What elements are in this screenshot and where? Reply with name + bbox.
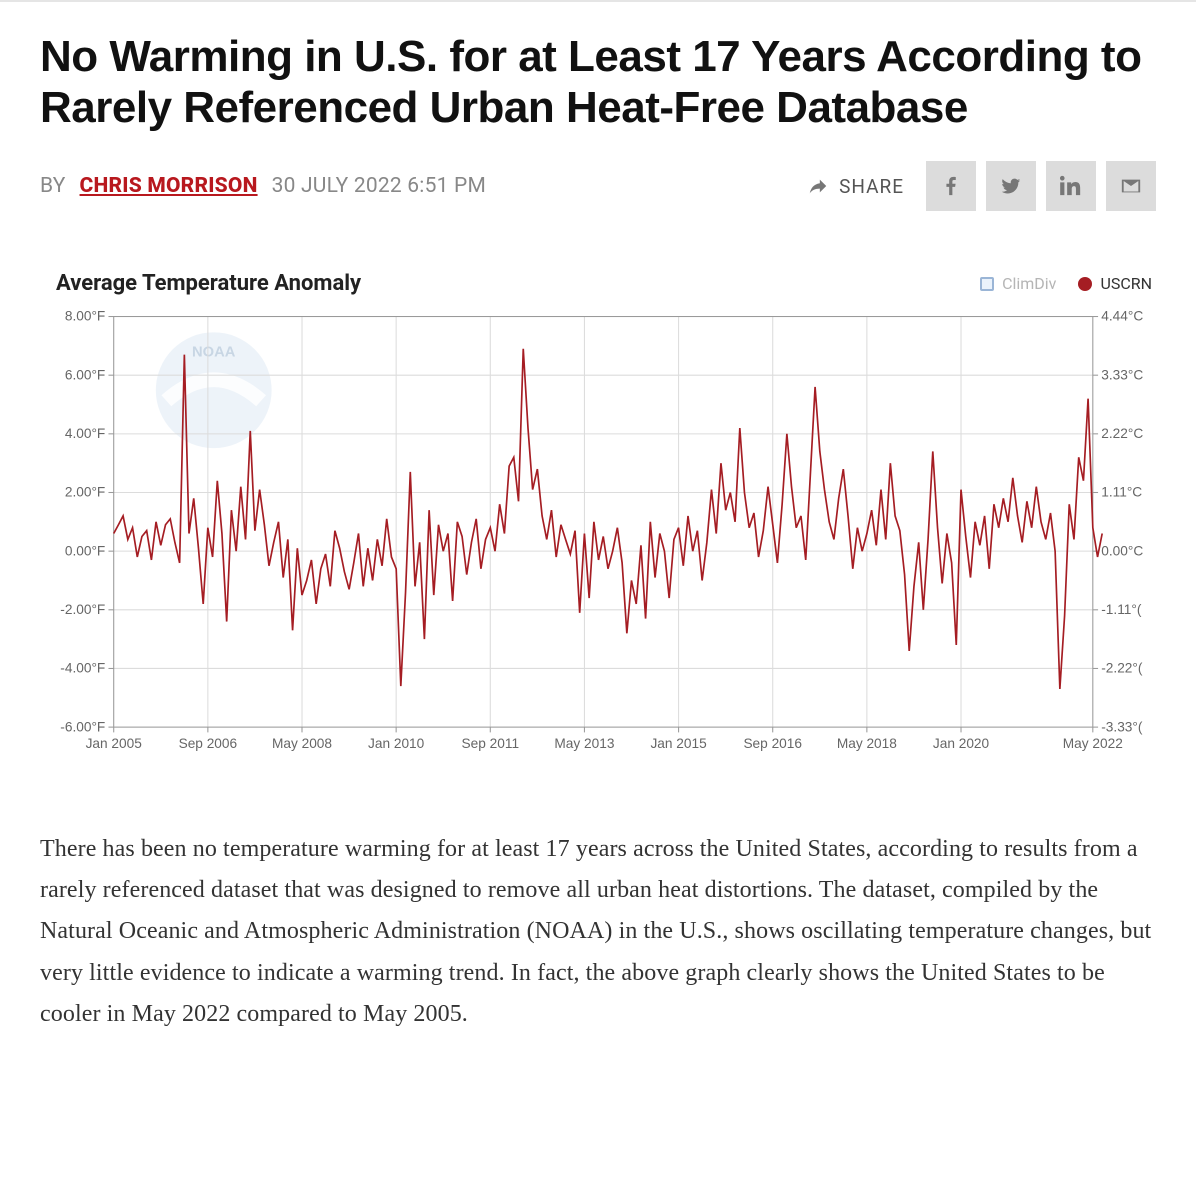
svg-text:2.22°C: 2.22°C	[1101, 426, 1143, 441]
email-icon	[1120, 175, 1142, 197]
svg-text:Sep 2016: Sep 2016	[743, 736, 802, 751]
svg-text:Jan 2020: Jan 2020	[933, 736, 990, 751]
svg-text:May 2022: May 2022	[1063, 736, 1123, 751]
svg-text:0.00°C: 0.00°C	[1101, 544, 1143, 559]
chart-title: Average Temperature Anomaly	[56, 271, 361, 296]
share-group: SHARE	[807, 161, 1156, 211]
svg-text:May 2018: May 2018	[837, 736, 897, 751]
temperature-chart: Average Temperature Anomaly ClimDiv USCR…	[40, 271, 1156, 759]
svg-text:-6.00°F: -6.00°F	[60, 720, 105, 735]
legend-dot-icon	[1078, 277, 1092, 291]
share-email-button[interactable]	[1106, 161, 1156, 211]
svg-text:Jan 2015: Jan 2015	[650, 736, 707, 751]
legend-label: USCRN	[1100, 274, 1152, 293]
svg-text:2.00°F: 2.00°F	[65, 485, 105, 500]
svg-text:4.00°F: 4.00°F	[65, 426, 105, 441]
legend-item-climdiv[interactable]: ClimDiv	[980, 274, 1056, 293]
share-text: SHARE	[839, 175, 904, 198]
svg-text:Sep 2011: Sep 2011	[462, 736, 520, 751]
byline: BY CHRIS MORRISON 30 JULY 2022 6:51 PM	[40, 174, 486, 198]
linkedin-icon	[1060, 175, 1082, 197]
svg-text:4.44°C: 4.44°C	[1101, 309, 1143, 324]
author-link[interactable]: CHRIS MORRISON	[80, 174, 258, 198]
svg-text:May 2013: May 2013	[554, 736, 614, 751]
chart-header: Average Temperature Anomaly ClimDiv USCR…	[40, 271, 1156, 296]
legend-label: ClimDiv	[1002, 274, 1056, 293]
svg-text:-4.00°F: -4.00°F	[60, 661, 105, 676]
facebook-icon	[940, 175, 962, 197]
legend-square-icon	[980, 277, 994, 291]
article-headline: No Warming in U.S. for at Least 17 Years…	[40, 32, 1156, 133]
chart-canvas: NOAA -6.00°F -4.00°F -2.00°F 0.00°F 2.00°F 4.0…	[40, 306, 1156, 759]
svg-text:NOAA: NOAA	[192, 345, 236, 361]
chart-legend: ClimDiv USCRN	[980, 274, 1152, 293]
svg-text:May 2008: May 2008	[272, 736, 332, 751]
svg-text:-2.22°(: -2.22°(	[1101, 661, 1143, 676]
svg-text:-2.00°F: -2.00°F	[60, 602, 105, 617]
svg-text:1.11°C: 1.11°C	[1101, 485, 1142, 500]
svg-text:3.33°C: 3.33°C	[1101, 368, 1143, 383]
svg-text:Jan 2010: Jan 2010	[368, 736, 425, 751]
svg-text:Jan 2005: Jan 2005	[86, 736, 143, 751]
svg-text:-1.11°(: -1.11°(	[1101, 602, 1142, 617]
legend-item-uscrn[interactable]: USCRN	[1078, 274, 1152, 293]
publish-date: 30 JULY 2022 6:51 PM	[272, 174, 486, 198]
svg-text:-3.33°(: -3.33°(	[1101, 720, 1143, 735]
share-linkedin-button[interactable]	[1046, 161, 1096, 211]
article-body-paragraph: There has been no temperature warming fo…	[40, 829, 1156, 1035]
svg-text:6.00°F: 6.00°F	[65, 368, 105, 383]
share-facebook-button[interactable]	[926, 161, 976, 211]
share-label[interactable]: SHARE	[807, 175, 904, 198]
svg-text:8.00°F: 8.00°F	[65, 309, 105, 324]
svg-text:Sep 2006: Sep 2006	[179, 736, 238, 751]
share-arrow-icon	[807, 175, 829, 197]
svg-text:0.00°F: 0.00°F	[65, 544, 105, 559]
byline-row: BY CHRIS MORRISON 30 JULY 2022 6:51 PM S…	[40, 161, 1156, 211]
share-twitter-button[interactable]	[986, 161, 1036, 211]
by-label: BY	[40, 174, 66, 198]
twitter-icon	[1000, 175, 1022, 197]
